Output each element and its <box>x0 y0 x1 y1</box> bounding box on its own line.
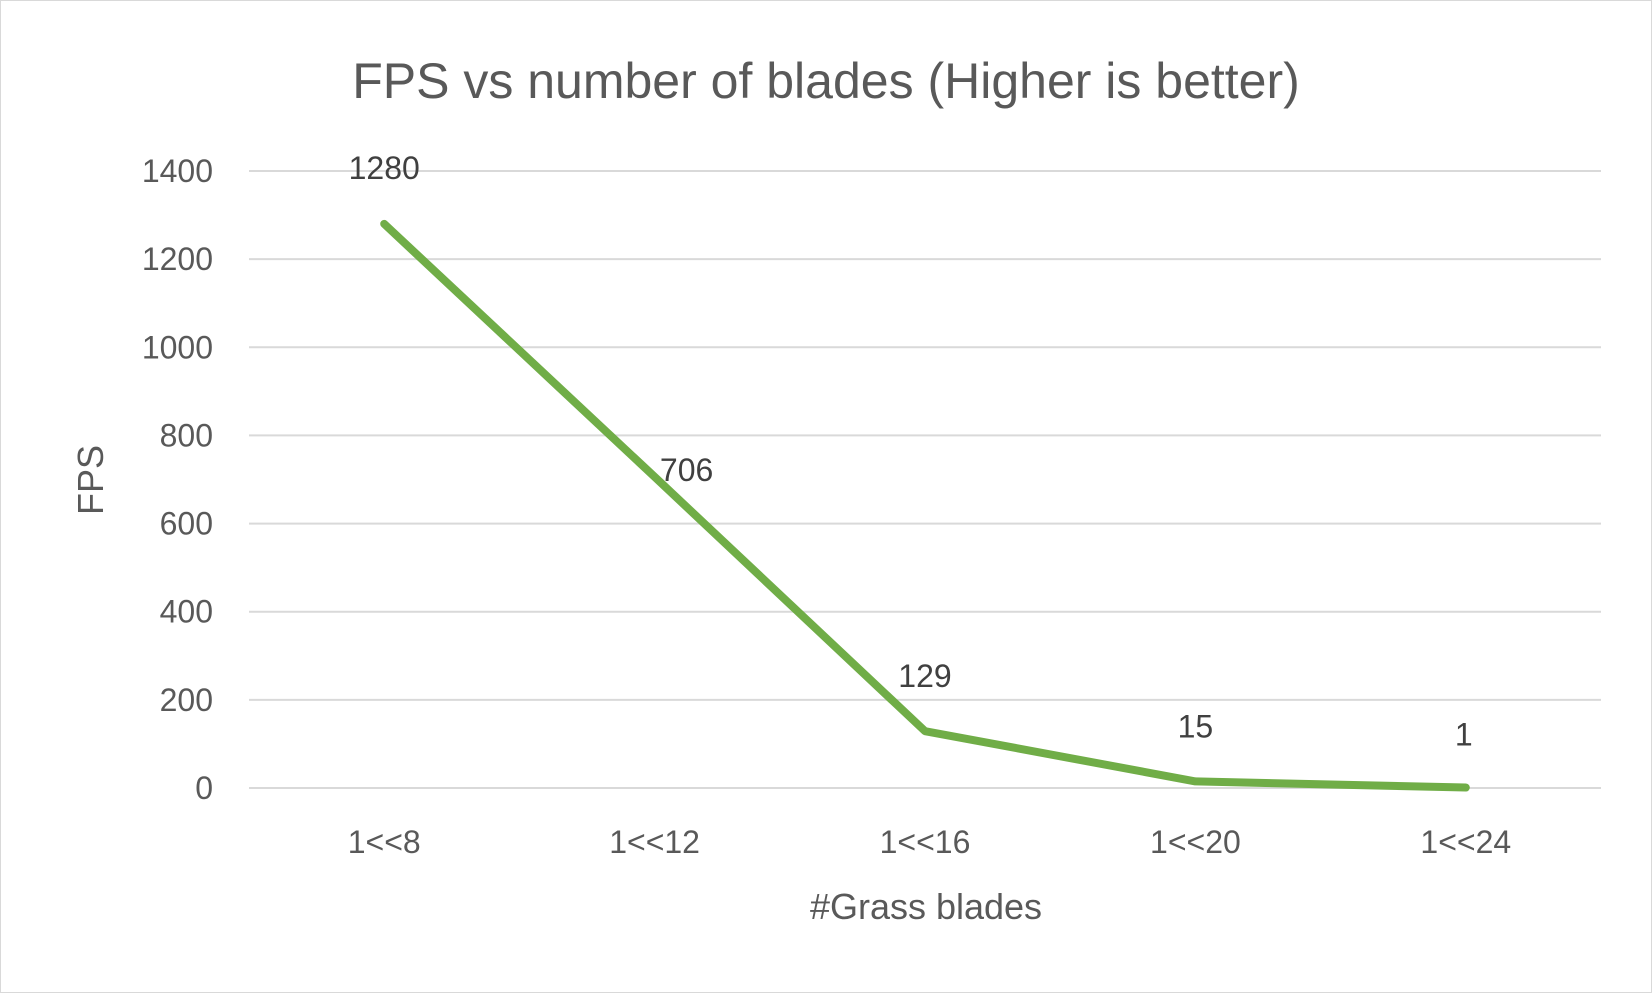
data-label: 1280 <box>349 150 420 186</box>
gridlines <box>249 170 1601 789</box>
data-label: 1 <box>1455 717 1473 753</box>
series-line <box>380 219 1470 792</box>
x-tick-label: 1<<20 <box>1150 824 1241 860</box>
y-tick-label: 800 <box>160 417 213 453</box>
x-tick-label: 1<<16 <box>880 824 971 860</box>
x-tick-label: 1<<24 <box>1420 824 1511 860</box>
y-tick-label: 1000 <box>142 329 213 365</box>
x-axis-title: #Grass blades <box>810 886 1042 927</box>
y-tick-label: 200 <box>160 682 213 718</box>
y-tick-label: 1400 <box>142 153 213 189</box>
data-labels: 1280 706 129 15 1 <box>349 150 1473 753</box>
y-tick-label: 1200 <box>142 241 213 277</box>
y-tick-label: 400 <box>160 594 213 630</box>
y-axis-title: FPS <box>70 445 111 515</box>
data-label: 706 <box>660 452 713 488</box>
x-axis-ticks: 1<<8 1<<12 1<<16 1<<20 1<<24 <box>348 824 1511 860</box>
y-tick-label: 0 <box>195 770 213 806</box>
x-tick-label: 1<<8 <box>348 824 421 860</box>
series-layer <box>380 219 1470 792</box>
y-tick-label: 600 <box>160 506 213 542</box>
chart-title: FPS vs number of blades (Higher is bette… <box>352 53 1300 109</box>
x-tick-label: 1<<12 <box>609 824 700 860</box>
data-label: 129 <box>898 658 951 694</box>
data-label: 15 <box>1178 708 1214 744</box>
y-axis-ticks: 0 200 400 600 800 1000 1200 1400 <box>142 153 213 806</box>
